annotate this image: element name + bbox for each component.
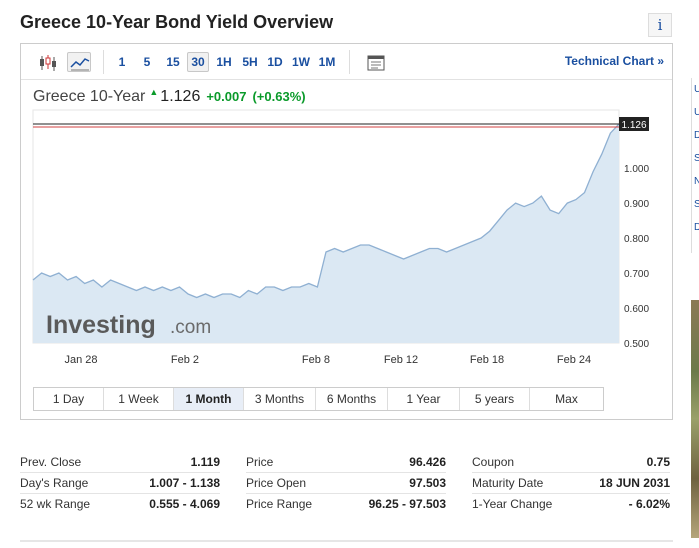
line-chart-icon[interactable]	[67, 52, 91, 72]
calendar-icon[interactable]	[363, 52, 387, 72]
stat-value: 18 JUN 2031	[599, 476, 670, 490]
sidebar-letter[interactable]: N	[692, 170, 699, 193]
sidebar-letter[interactable]: U	[692, 101, 699, 124]
yield-chart[interactable]: 1.126 1.000 0.900 0.800 0.700 0.600 0.500 Jan 2…	[21, 44, 672, 384]
last-price: 1.126	[160, 88, 201, 105]
watermark-brand: Investing	[46, 311, 156, 339]
watermark-suffix: .com	[170, 317, 211, 338]
stat-label: 52 wk Range	[20, 497, 91, 511]
quote-header: Greece 10-Year ▲ 1.126 +0.007 (+0.63%)	[33, 87, 306, 107]
page-title: Greece 10-Year Bond Yield Overview	[20, 12, 334, 32]
stat-value: - 6.02%	[628, 497, 670, 511]
x-tick-label: Jan 28	[64, 354, 97, 366]
x-tick-label: Feb 8	[302, 354, 330, 366]
y-tick-label: 0.800	[624, 234, 649, 245]
stat-row: Maturity Date 18 JUN 2031	[472, 473, 670, 494]
range-selector: 1 Day 1 Week 1 Month 3 Months 6 Months 1…	[33, 387, 604, 411]
range-5-years[interactable]: 5 years	[460, 388, 530, 410]
current-price-tag	[619, 117, 649, 131]
range-3-months[interactable]: 3 Months	[244, 388, 316, 410]
sidebar-letter[interactable]: S	[692, 193, 699, 216]
chart-toolbar: 1 5 15 30 1H 5H 1D 1W 1M Technical Chart…	[21, 44, 672, 80]
stats-column-3: Coupon 0.75 Maturity Date 18 JUN 2031 1-Ye…	[472, 452, 670, 515]
range-1-week[interactable]: 1 Week	[104, 388, 174, 410]
candlestick-chart-icon[interactable]	[35, 52, 59, 72]
y-tick-label: 1.000	[624, 164, 649, 175]
timeframe-5[interactable]: 5	[143, 55, 151, 69]
stat-value: 1.119	[190, 455, 220, 469]
y-tick-label: 0.900	[624, 199, 649, 210]
timeframe-1m[interactable]: 1M	[318, 55, 336, 69]
range-1-day[interactable]: 1 Day	[34, 388, 104, 410]
stat-label: Coupon	[472, 455, 515, 469]
chart-panel: 1 5 15 30 1H 5H 1D 1W 1M Technical Chart…	[20, 43, 673, 420]
sidebar-letter[interactable]: D	[692, 216, 699, 239]
timeframe-5h[interactable]: 5H	[242, 55, 258, 69]
stat-label: Price Open	[246, 476, 307, 490]
price-change-percent: (+0.63%)	[252, 89, 306, 104]
current-price-tag-label: 1.126	[621, 120, 646, 131]
stat-row: Price Range 96.25 - 97.503	[246, 494, 446, 515]
timeframe-15[interactable]: 15	[166, 55, 180, 69]
timeframe-1w[interactable]: 1W	[292, 55, 310, 69]
instrument-name: Greece 10-Year	[33, 88, 146, 105]
timeframe-1h[interactable]: 1H	[216, 55, 232, 69]
price-change: +0.007	[206, 89, 247, 104]
y-tick-label: 0.700	[624, 269, 649, 280]
up-arrow-icon: ▲	[149, 87, 159, 97]
stat-row: 52 wk Range 0.555 - 4.069	[20, 494, 220, 515]
stat-row: Day's Range 1.007 - 1.138	[20, 473, 220, 494]
series-line	[32, 123, 620, 299]
stat-row: Price 96.426	[246, 452, 446, 473]
sidebar-list-clipped: U U D S N S D	[691, 78, 699, 253]
stat-row: Prev. Close 1.119	[20, 452, 220, 473]
range-1-year[interactable]: 1 Year	[388, 388, 460, 410]
stat-label: Price	[246, 455, 274, 469]
stat-value: 96.426	[409, 455, 446, 469]
range-max[interactable]: Max	[555, 392, 578, 406]
stat-row: 1-Year Change - 6.02%	[472, 494, 670, 515]
section-divider	[20, 540, 673, 542]
stat-label: Maturity Date	[472, 476, 544, 490]
timeframe-1d[interactable]: 1D	[267, 55, 283, 69]
toolbar-separator	[103, 50, 104, 74]
stat-row: Price Open 97.503	[246, 473, 446, 494]
x-tick-label: Feb 2	[171, 354, 199, 366]
stat-label: 1-Year Change	[472, 497, 553, 511]
stats-column-2: Price 96.426 Price Open 97.503 Price Range…	[246, 452, 446, 515]
stat-value: 1.007 - 1.138	[149, 476, 220, 490]
technical-chart-link[interactable]: Technical Chart »	[564, 54, 664, 68]
toolbar-separator	[349, 50, 350, 74]
stat-label: Prev. Close	[20, 455, 82, 469]
sidebar-letter[interactable]: U	[692, 78, 699, 101]
info-icon[interactable]: i	[648, 13, 672, 37]
range-1-month[interactable]: 1 Month	[174, 388, 244, 410]
stat-label: Price Range	[246, 497, 313, 511]
stat-label: Day's Range	[20, 476, 89, 490]
sidebar-letter[interactable]: D	[692, 124, 699, 147]
y-tick-label: 0.500	[624, 339, 649, 350]
stat-row: Coupon 0.75	[472, 452, 670, 473]
series-area-fill	[33, 124, 619, 343]
x-tick-label: Feb 18	[470, 354, 504, 366]
stat-value: 0.555 - 4.069	[149, 497, 220, 511]
stat-value: 96.25 - 97.503	[368, 497, 446, 511]
stats-column-1: Prev. Close 1.119 Day's Range 1.007 - 1.13…	[20, 452, 220, 515]
sidebar-letter[interactable]: S	[692, 147, 699, 170]
range-6-months[interactable]: 6 Months	[316, 388, 388, 410]
stat-value: 97.503	[409, 476, 446, 490]
sidebar-photo-clipped	[691, 300, 699, 538]
y-tick-label: 0.600	[624, 304, 649, 315]
x-tick-label: Feb 24	[557, 354, 591, 366]
timeframe-30[interactable]: 30	[187, 52, 209, 72]
timeframe-1[interactable]: 1	[118, 55, 126, 69]
stat-value: 0.75	[646, 455, 670, 469]
x-tick-label: Feb 12	[384, 354, 418, 366]
